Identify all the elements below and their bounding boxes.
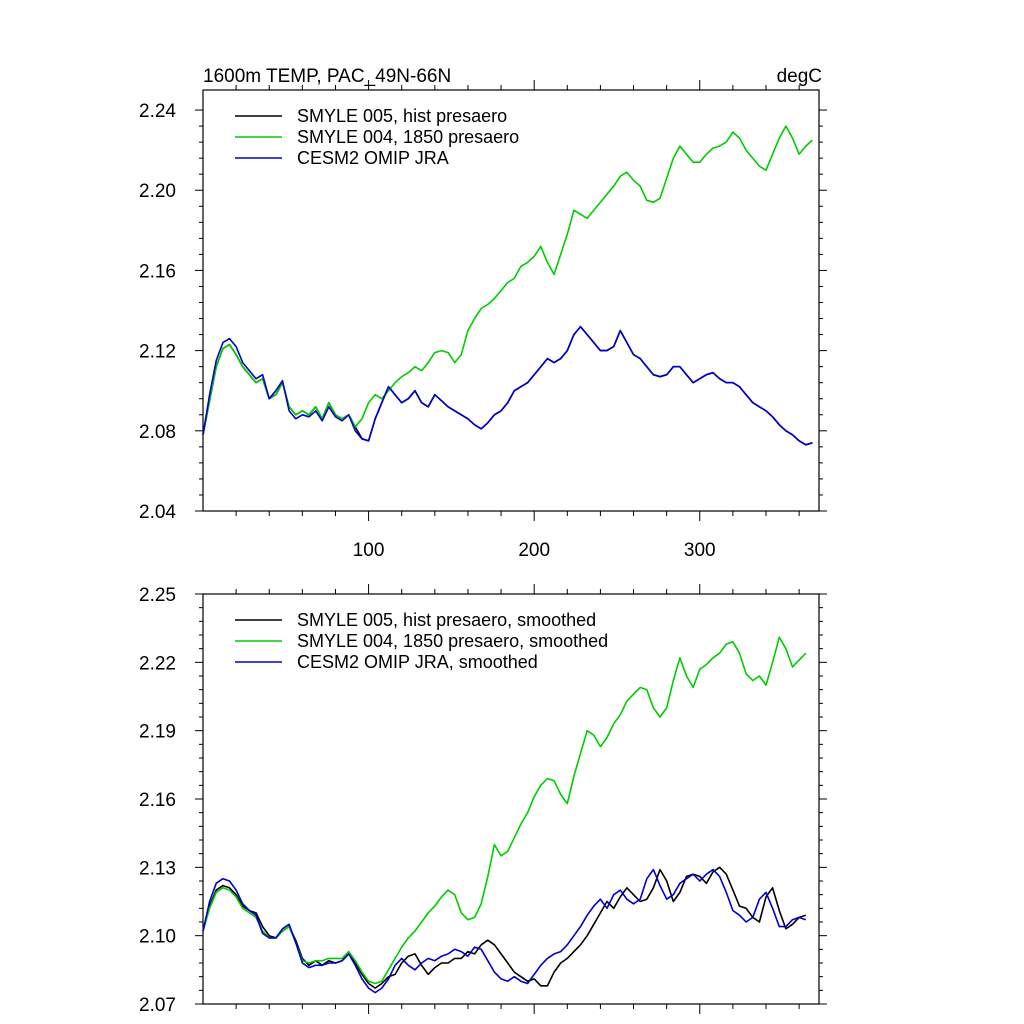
legend-label: SMYLE 004, 1850 presaero, smoothed: [297, 631, 608, 651]
series-line-top-2: [202, 325, 813, 446]
legend-label: SMYLE 005, hist presaero: [297, 106, 507, 126]
legend-label: CESM2 OMIP JRA, smoothed: [297, 652, 538, 672]
chart-title-right: degC: [777, 66, 822, 87]
series-line-top-1: [202, 125, 813, 435]
y-tick-label: 2.20: [139, 181, 176, 202]
y-tick-label: 2.19: [139, 722, 176, 743]
y-tick-label: 2.07: [139, 995, 176, 1016]
series-line-bottom-2: [202, 868, 807, 994]
x-axis-bottom: [235, 584, 800, 1014]
series-line-bottom-0: [202, 866, 807, 989]
y-tick-label: 2.13: [139, 858, 176, 879]
chart-title-left: 1600m TEMP, PAC_49N-66N: [203, 66, 451, 87]
bottom-panel: 2.07 2.10 2.13 2.16 2.19 2.22 2.25 SMYLE 005, …: [139, 584, 827, 1016]
y-axis-bottom: 2.07 2.10 2.13 2.16 2.19 2.22 2.25: [139, 585, 827, 1016]
plot-frame-top: [202, 89, 820, 512]
legend-bottom: SMYLE 005, hist presaero, smoothedSMYLE …: [235, 610, 608, 672]
top-panel: 1600m TEMP, PAC_49N-66N degC 2.04 2.08 2.1…: [139, 66, 827, 561]
y-tick-label: 2.12: [139, 342, 176, 363]
y-tick-label: 2.22: [139, 653, 176, 674]
y-tick-label: 2.08: [139, 422, 176, 443]
x-axis-top: 100 200 300: [235, 80, 800, 561]
y-tick-label: 2.04: [139, 502, 176, 523]
x-tick-label: 200: [518, 540, 550, 561]
y-axis-top: 2.04 2.08 2.12 2.16 2.20 2.24: [139, 101, 827, 523]
y-tick-label: 2.16: [139, 790, 176, 811]
y-tick-label: 2.10: [139, 927, 176, 948]
series-lines-bottom: [202, 636, 807, 994]
legend-label: SMYLE 005, hist presaero, smoothed: [297, 610, 596, 630]
x-tick-label: 300: [684, 540, 716, 561]
series-lines-top: [202, 125, 813, 446]
x-tick-label: 100: [353, 540, 385, 561]
legend-label: SMYLE 004, 1850 presaero: [297, 127, 519, 147]
y-tick-label: 2.25: [139, 585, 176, 606]
series-line-bottom-1: [202, 636, 807, 985]
legend-label: CESM2 OMIP JRA: [297, 148, 449, 168]
series-line-top-0: [202, 325, 813, 446]
y-tick-label: 2.16: [139, 261, 176, 282]
y-tick-label: 2.24: [139, 101, 176, 122]
